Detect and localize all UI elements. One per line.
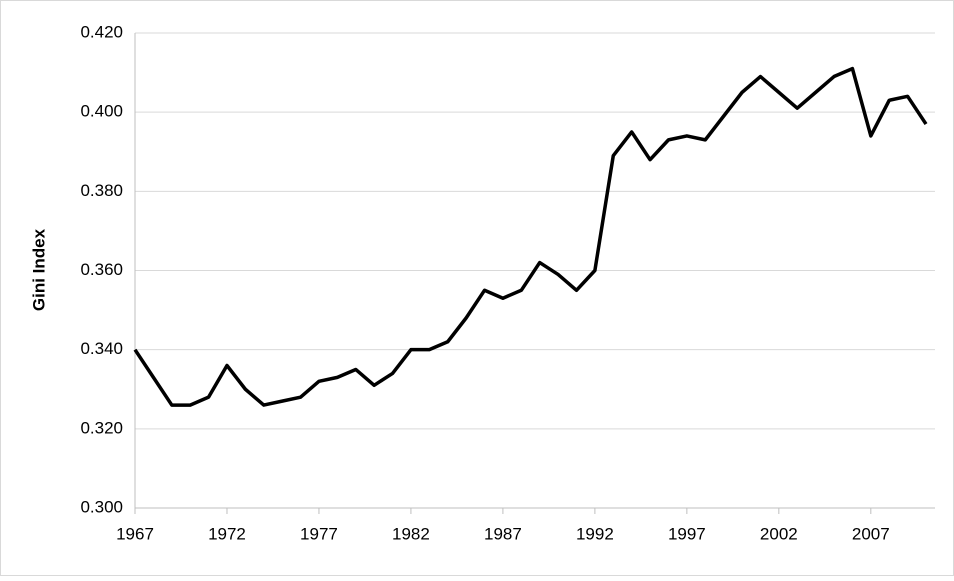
y-tick-label: 0.360 — [80, 260, 123, 279]
x-tick-label: 2002 — [760, 524, 798, 543]
y-tick-label: 0.340 — [80, 339, 123, 358]
x-tick-label: 1972 — [208, 524, 246, 543]
x-tick-label: 1977 — [300, 524, 338, 543]
y-axis-label: Gini Index — [29, 228, 48, 311]
y-tick-label: 0.400 — [80, 102, 123, 121]
x-tick-label: 1987 — [484, 524, 522, 543]
x-tick-label: 1982 — [392, 524, 430, 543]
x-tick-label: 1992 — [576, 524, 614, 543]
y-tick-label: 0.380 — [80, 181, 123, 200]
y-tick-label: 0.420 — [80, 22, 123, 41]
x-tick-label: 2007 — [852, 524, 890, 543]
y-tick-label: 0.320 — [80, 418, 123, 437]
x-tick-label: 1997 — [668, 524, 706, 543]
line-series — [133, 66, 928, 407]
x-tick-label: 1967 — [116, 524, 154, 543]
y-tick-label: 0.300 — [80, 497, 123, 516]
